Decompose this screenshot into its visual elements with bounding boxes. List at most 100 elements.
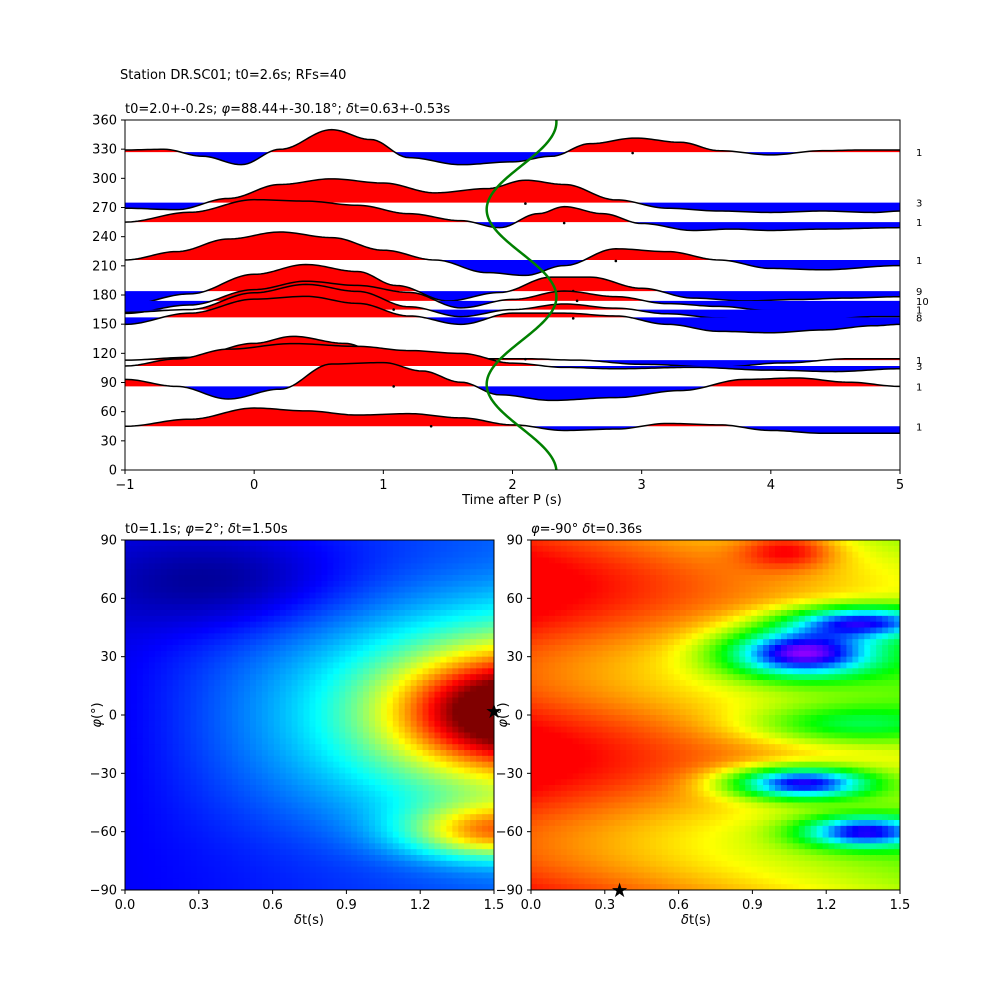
- energy-cell: [339, 878, 346, 885]
- energy-cell: [148, 726, 156, 734]
- energy-cell: [339, 586, 346, 594]
- energy-cell: [220, 761, 227, 769]
- energy-cell: [398, 738, 406, 745]
- energy-cell: [351, 598, 358, 605]
- correlation-cell: [584, 668, 592, 675]
- energy-cell: [255, 732, 263, 739]
- energy-cell: [374, 545, 382, 553]
- energy-cell: [255, 785, 263, 792]
- correlation-cell: [566, 785, 574, 792]
- energy-cell: [345, 575, 352, 582]
- correlation-cell: [632, 656, 639, 664]
- energy-cell: [458, 586, 465, 594]
- correlation-cell: [536, 563, 544, 570]
- energy-cell: [392, 697, 400, 704]
- energy-cell: [392, 650, 400, 658]
- energy-cell: [178, 557, 186, 564]
- energy-cell: [327, 866, 334, 874]
- energy-cell: [208, 866, 215, 874]
- energy-cell: [357, 866, 364, 874]
- energy-cell: [357, 849, 364, 856]
- energy-cell: [470, 755, 477, 763]
- energy-cell: [232, 814, 239, 821]
- energy-cell: [321, 808, 328, 815]
- energy-cell: [363, 709, 370, 716]
- energy-cell: [398, 744, 406, 751]
- energy-cell: [279, 837, 287, 844]
- energy-cell: [232, 580, 239, 588]
- correlation-cell: [566, 849, 574, 856]
- energy-cell: [434, 732, 442, 739]
- energy-cell: [148, 855, 156, 862]
- energy-cell: [488, 726, 494, 734]
- energy-cell: [416, 720, 424, 728]
- energy-cell: [178, 569, 186, 576]
- energy-cell: [190, 820, 198, 827]
- correlation-cell: [572, 814, 580, 821]
- correlation-cell: [590, 569, 598, 576]
- energy-cell: [488, 755, 494, 763]
- energy-cell: [220, 802, 227, 809]
- energy-cell: [446, 563, 453, 570]
- correlation-cell: [584, 720, 592, 728]
- energy-cell: [214, 796, 221, 804]
- energy-cell: [255, 843, 263, 850]
- energy-cell: [160, 738, 168, 745]
- correlation-cell: [566, 540, 574, 547]
- energy-cell: [208, 785, 215, 792]
- energy-cell: [476, 557, 483, 564]
- energy-cell: [196, 545, 203, 553]
- energy-cell: [303, 831, 311, 839]
- energy-cell: [160, 592, 168, 599]
- correlation-cell: [638, 604, 645, 611]
- energy-cell: [125, 767, 132, 774]
- correlation-cell: [566, 691, 574, 699]
- correlation-cell: [602, 802, 609, 809]
- energy-cell: [136, 545, 144, 553]
- energy-cell: [416, 761, 424, 769]
- energy-cell: [291, 610, 299, 617]
- correlation-cell: [560, 633, 568, 640]
- energy-cell: [440, 703, 447, 710]
- correlation-cell: [620, 551, 627, 559]
- energy-cell: [154, 843, 162, 850]
- energy-cell: [148, 545, 156, 553]
- energy-cell: [470, 866, 477, 874]
- energy-cell: [327, 668, 334, 675]
- energy-cell: [208, 802, 215, 809]
- correlation-cell: [542, 656, 550, 664]
- energy-cell: [249, 680, 257, 687]
- energy-cell: [226, 884, 233, 890]
- energy-cell: [190, 808, 198, 815]
- energy-cell: [249, 691, 257, 699]
- correlation-cell: [620, 790, 627, 798]
- energy-cell: [422, 545, 430, 553]
- correlation-cell: [566, 860, 574, 868]
- energy-cell: [404, 627, 412, 634]
- correlation-cell: [548, 825, 556, 833]
- energy-cell: [166, 872, 174, 879]
- energy-cell: [285, 878, 293, 885]
- energy-cell: [136, 586, 144, 594]
- energy-cell: [220, 884, 227, 890]
- energy-cell: [190, 621, 198, 629]
- correlation-cell: [590, 627, 598, 634]
- energy-cell: [398, 551, 406, 559]
- energy-cell: [142, 697, 150, 704]
- energy-cell: [369, 563, 376, 570]
- energy-cell: [255, 703, 263, 710]
- energy-cell: [464, 884, 471, 890]
- energy-cell: [244, 697, 251, 704]
- energy-cell: [327, 598, 334, 605]
- energy-cell: [202, 709, 209, 716]
- energy-cell: [404, 685, 412, 693]
- energy-cell: [374, 627, 382, 634]
- energy-cell: [166, 610, 174, 617]
- correlation-cell: [596, 668, 604, 675]
- energy-cell: [255, 575, 263, 582]
- energy-cell: [321, 855, 328, 862]
- energy-cell: [339, 796, 346, 804]
- energy-cell: [172, 575, 180, 582]
- energy-cell: [446, 843, 453, 850]
- energy-cell: [369, 715, 376, 722]
